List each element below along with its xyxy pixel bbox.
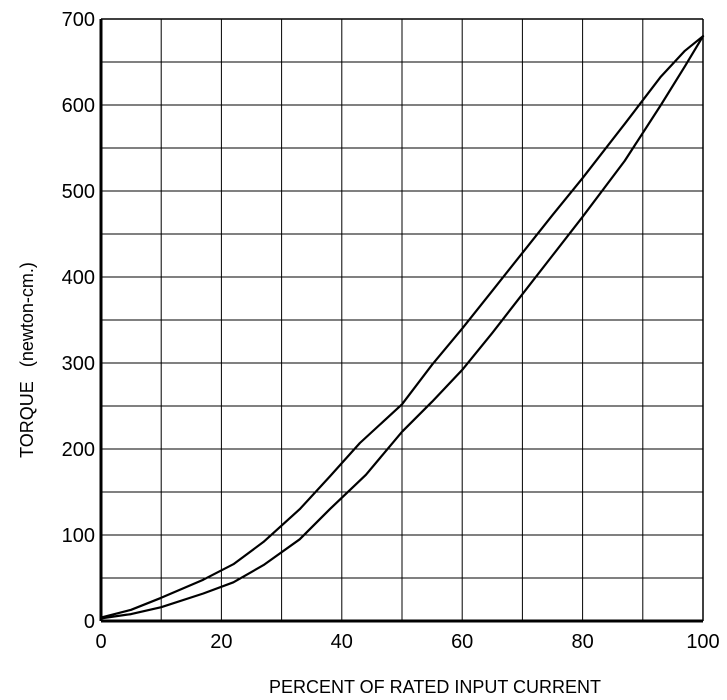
x-tick-label: 60 (451, 631, 473, 653)
series-line-1 (99, 35, 705, 619)
y-axis-title: TORQUE (newton-cm.) (17, 262, 37, 458)
x-tick-label: 40 (331, 631, 353, 653)
x-tick-label: 0 (95, 631, 106, 653)
y-axis-title-main: TORQUE (17, 381, 37, 458)
y-tick-label: 600 (62, 95, 95, 117)
y-tick-label: 200 (62, 439, 95, 461)
y-tick-label: 300 (62, 353, 95, 375)
x-axis-title: PERCENT OF RATED INPUT CURRENT (269, 677, 601, 697)
y-tick-label: 400 (62, 267, 95, 289)
x-tick-label: 100 (686, 631, 719, 653)
y-axis-title-group: TORQUE (newton-cm.) (17, 262, 37, 458)
y-tick-label: 500 (62, 181, 95, 203)
series-lines (99, 35, 705, 620)
y-tick-label: 0 (84, 611, 95, 633)
y-tick-label: 100 (62, 525, 95, 547)
series-line-2 (99, 35, 705, 620)
plot-frame (99, 18, 704, 623)
grid (100, 18, 704, 622)
x-tick-label: 80 (571, 631, 593, 653)
y-tick-label: 700 (62, 9, 95, 31)
tick-labels: 0 100 200 300 400 500 600 700 0 20 40 60 80 100 (62, 9, 720, 653)
x-tick-label: 20 (210, 631, 232, 653)
y-axis-title-unit: (newton-cm.) (17, 262, 37, 367)
